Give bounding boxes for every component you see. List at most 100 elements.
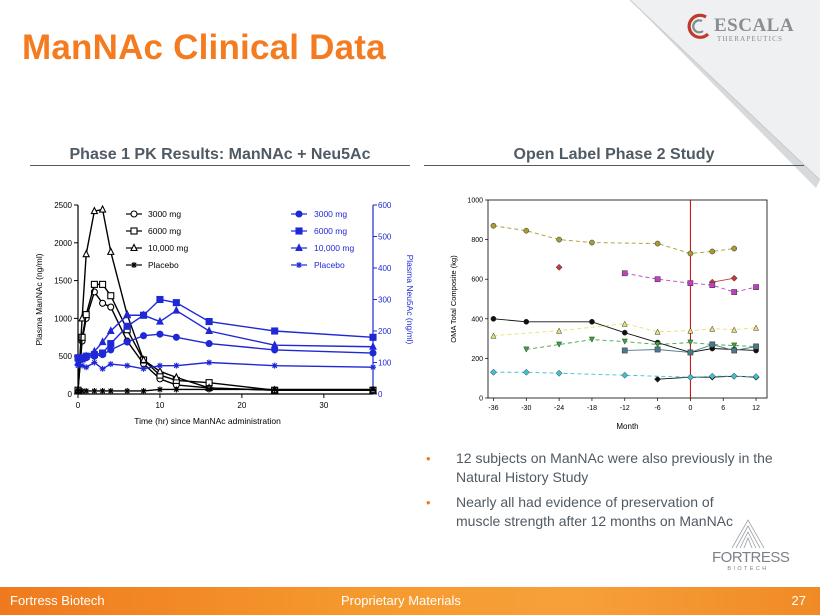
pk-data-point: [172, 333, 180, 341]
pk-data-point: [98, 204, 107, 213]
pk-data-point: [79, 387, 86, 394]
bullet-list: 12 subjects on ManNAc were also previous…: [420, 449, 790, 537]
pk-data-point: [156, 330, 164, 338]
pk-legend-label: 3000 mg: [148, 209, 181, 219]
pk-data-point: [139, 310, 148, 319]
pk-data-point: [79, 362, 86, 369]
pk-data-point: [106, 326, 115, 335]
oma-data-point: [731, 347, 738, 354]
pk-data-point: [99, 349, 107, 357]
oma-series-line: [624, 344, 757, 353]
oma-data-point: [687, 349, 694, 356]
pk-data-point: [140, 332, 148, 340]
pk-y-tick-label: 1000: [54, 314, 72, 323]
pk-data-point: [90, 280, 98, 288]
footer-proprietary: Proprietary Materials: [341, 593, 461, 608]
pk-data-point: [156, 362, 163, 369]
pk-data-point: [98, 337, 107, 346]
pk-data-point: [99, 387, 106, 394]
pk-data-point: [107, 340, 115, 348]
pk-data-point: [75, 387, 81, 394]
pk-data-point: [156, 386, 163, 393]
oma-data-point: [709, 341, 716, 348]
oma-y-axis-label: OMA Total Composite (kg): [449, 255, 458, 343]
pk-data-point: [156, 366, 164, 375]
oma-series-line: [493, 225, 735, 254]
pk-data-point: [123, 310, 132, 319]
pk-data-point: [107, 387, 114, 394]
pk-y-tick-label: 500: [59, 352, 73, 361]
pk-data-point: [205, 318, 213, 326]
oma-series-line: [493, 371, 757, 378]
pk-data-point: [91, 387, 98, 394]
oma-data-point: [687, 327, 694, 334]
pk-data-point: [82, 351, 91, 360]
pk-legend-label: 3000 mg: [314, 209, 347, 219]
oma-data-point: [621, 270, 628, 277]
fortress-logo-name: FORTRESS: [712, 549, 790, 566]
oma-x-tick-label: -30: [521, 405, 531, 412]
oma-data-point: [708, 372, 716, 380]
oma-data-point: [621, 371, 629, 379]
phase2-heading: Open Label Phase 2 Study: [424, 146, 804, 166]
oma-data-point: [523, 318, 530, 325]
oma-data-point: [654, 276, 661, 283]
pk-x-tick-label: 10: [155, 401, 164, 410]
escala-swirl-icon: [687, 13, 710, 39]
pk-series-line: [77, 290, 373, 391]
pk-data-point: [206, 359, 213, 366]
pk-data-point: [271, 386, 278, 393]
pk-series-line: [78, 333, 374, 361]
pk-data-point: [140, 387, 147, 394]
pk-data-point: [271, 327, 279, 335]
pk-data-point: [370, 386, 376, 393]
pk-series-line: [78, 298, 374, 359]
pk-data-point: [271, 362, 278, 369]
pk-data-point: [78, 313, 86, 322]
oma-x-tick-label: -12: [620, 405, 630, 412]
oma-data-point: [589, 239, 595, 246]
oma-data-point: [490, 315, 497, 322]
oma-x-tick-label: -24: [554, 405, 564, 412]
pk-data-point: [369, 342, 377, 350]
footer-bar: Fortress Biotech Proprietary Materials 2…: [0, 587, 820, 615]
pk-y2-tick-label: 200: [378, 327, 392, 336]
oma-data-point: [556, 236, 562, 243]
pk-data-point: [205, 326, 214, 335]
pk-data-point: [173, 386, 180, 393]
oma-data-point: [730, 372, 738, 380]
pk-legend-label: Placebo: [148, 260, 179, 270]
oma-y-tick-label: 800: [471, 237, 483, 244]
oma-data-point: [490, 368, 497, 376]
oma-data-point: [731, 245, 738, 252]
oma-data-point: [555, 369, 563, 377]
pk-legend-label: 6000 mg: [314, 226, 347, 236]
pk-y2-tick-label: 600: [378, 201, 392, 210]
pk-data-point: [123, 322, 131, 330]
pk-data-point: [139, 355, 148, 364]
pk-y2-tick-label: 0: [378, 390, 383, 399]
oma-x-axis-label: Month: [616, 422, 638, 431]
pk-data-point: [90, 206, 99, 215]
pk-data-point: [140, 365, 147, 372]
oma-data-point: [730, 274, 738, 282]
oma-x-tick-label: 6: [721, 405, 725, 412]
pk-y-tick-label: 1500: [54, 277, 72, 286]
pk-y2-tick-label: 400: [378, 264, 392, 273]
oma-series-line: [526, 339, 757, 350]
pk-data-point: [99, 299, 107, 307]
bullet-item: 12 subjects on ManNAc were also previous…: [420, 449, 790, 487]
oma-data-point: [731, 342, 738, 349]
oma-data-point: [589, 318, 595, 325]
pk-data-point: [206, 386, 213, 393]
pk-data-point: [270, 340, 279, 349]
pk-x-tick-label: 30: [319, 401, 328, 410]
pk-y2-tick-label: 300: [378, 296, 392, 305]
pk-data-point: [90, 346, 99, 355]
pk-legend-marker: [295, 210, 303, 218]
pk-legend-marker: [130, 210, 138, 218]
pk-data-point: [172, 305, 181, 314]
oma-data-point: [654, 341, 661, 348]
pk-y2-tick-label: 500: [378, 233, 392, 242]
pk-legend-label: 6000 mg: [148, 226, 181, 236]
